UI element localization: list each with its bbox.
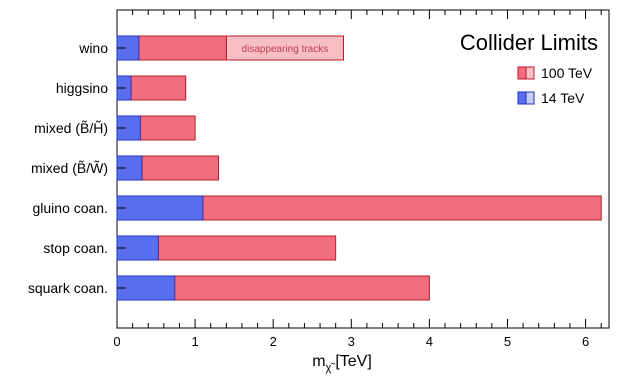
chart-title: Collider Limits [460,30,598,55]
x-axis-label-sub: χ̃ [326,362,336,374]
x-axis-label: mχ̃ [TeV] [312,353,372,374]
category-label-higgsino: higgsino [56,80,108,96]
bar-squark-coan-14tev [116,275,176,301]
bar-mixed-b-w-14tev [116,155,143,181]
legend-swatch-100tev-a [517,66,527,80]
annotation-disappearing-tracks: disappearing tracks [242,44,329,55]
x-axis-label-var: m [312,353,325,370]
x-tick-label-1: 1 [191,334,198,349]
bar-gluino-coan-14tev [116,195,204,221]
category-label-wino: wino [78,40,108,56]
x-tick-label-4: 4 [426,334,433,349]
category-label-squark-coan: squark coan. [28,280,108,296]
x-tick-label-2: 2 [270,334,277,349]
category-label-stop-coan: stop coan. [43,240,108,256]
legend-swatch-14tev-a [517,91,527,105]
x-tick-label-3: 3 [348,334,355,349]
legend-swatch-14tev-b [525,91,535,105]
legend-label-14tev: 14 TeV [541,90,585,106]
x-tick-label-5: 5 [504,334,511,349]
x-tick-label-6: 6 [582,334,589,349]
bar-wino-extended-100tev [225,35,344,61]
x-axis-label-unit: [TeV] [335,353,371,370]
legend-swatch-100tev-b [525,66,535,80]
category-label-gluino-coan: gluino coan. [32,200,108,216]
category-label-mixed-b-w: mixed (B̃/W̃) [31,160,108,176]
x-tick-label-0: 0 [113,334,120,349]
legend: 100 TeV 14 TeV [517,65,593,106]
category-label-mixed-b-h: mixed (B̃/H̃) [34,120,108,136]
legend-label-100tev: 100 TeV [541,65,593,81]
